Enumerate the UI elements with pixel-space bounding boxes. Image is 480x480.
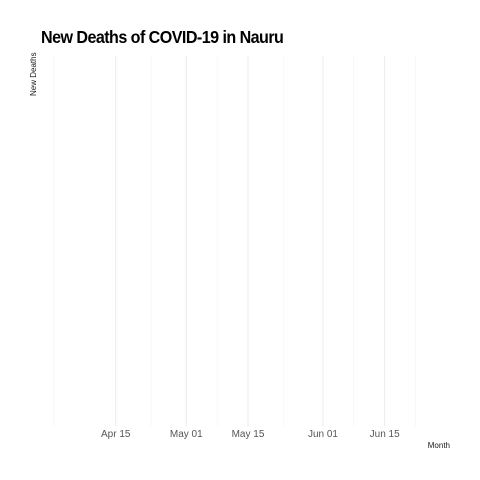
x-tick-label-1: May 01 xyxy=(170,429,203,440)
x-tick-label-0: Apr 15 xyxy=(101,429,131,440)
y-axis-title: New Deaths xyxy=(29,52,38,96)
grid xyxy=(53,56,416,426)
x-axis-tick-labels: Apr 15 May 01 May 15 Jun 01 Jun 15 xyxy=(101,429,400,440)
chart-title: New Deaths of COVID-19 in Nauru xyxy=(41,27,284,47)
x-tick-label-4: Jun 15 xyxy=(370,429,400,440)
x-tick-label-3: Jun 01 xyxy=(308,429,338,440)
x-axis-title: Month xyxy=(428,441,450,450)
x-tick-label-2: May 15 xyxy=(232,429,265,440)
